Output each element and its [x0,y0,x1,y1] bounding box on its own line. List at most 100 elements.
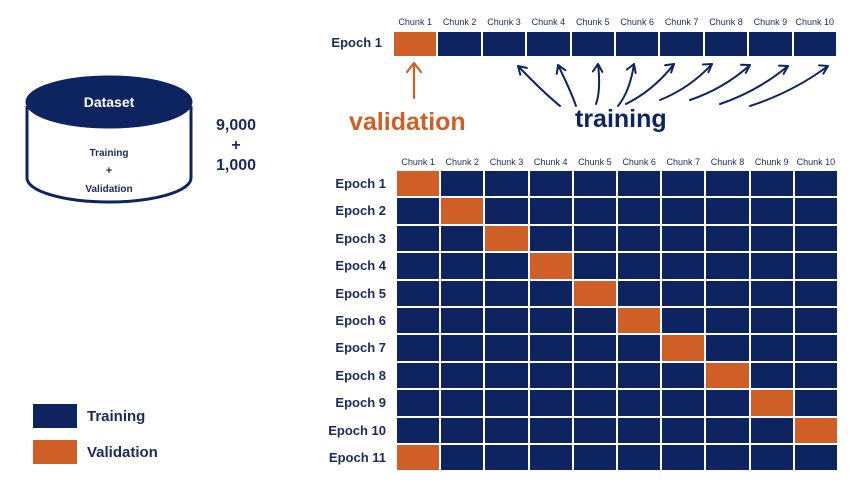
grid-training-cell [793,224,838,253]
dataset-plus: + [106,165,112,177]
legend-validation-label: Validation [87,444,158,461]
grid-training-cell [705,224,750,253]
grid-training-cell [793,170,838,198]
top-training-cell [659,31,704,57]
dataset-title: Dataset [84,94,135,110]
top-training-cell [748,31,793,57]
grid-validation-cell [661,334,706,362]
grid-training-cell [484,279,529,307]
grid-training-cell [793,389,838,417]
legend-training-label: Training [87,408,146,425]
grid-training-cell [749,252,794,280]
top-chunk-header: Chunk 9 [753,17,788,27]
training-arrow-shaft [557,64,577,107]
grid-epoch-label: Epoch 6 [335,313,386,328]
grid-validation-cell [572,279,617,307]
grid-training-cell [749,197,794,225]
arrows [405,61,829,107]
training-arrow-shaft [595,63,601,105]
grid-training-cell [396,197,441,225]
cylinder-top [25,75,193,129]
grid-training-cell [705,197,750,225]
grid-training-cell [705,170,750,198]
grid-validation-cell [705,361,750,390]
grid-training-cell [661,252,706,280]
validation-arrow-head [405,61,423,74]
training-arrow-shaft [749,65,829,107]
grid-epoch-label: Epoch 9 [335,395,386,411]
grid-training-cell [617,224,662,253]
grid-training-cell [528,444,573,472]
training-arrow-head [555,64,567,75]
grid-epoch-label: Epoch 2 [335,203,386,219]
top-chunk-header: Chunk 4 [531,17,566,27]
grid-training-cell [528,389,573,417]
grid-training-cell [572,224,617,253]
training-arrow-shaft [625,63,675,105]
grid-chunk-header: Chunk 5 [578,157,612,167]
grid-training-cell [484,307,529,335]
grid-training-cell [705,334,750,362]
grid-training-cell [572,334,617,362]
grid-training-cell [484,361,529,390]
grid-validation-cell [793,416,838,444]
grid-chunk-header: Chunk 3 [489,157,524,167]
grid-training-cell [793,444,838,472]
grid-training-cell [484,444,529,472]
top-chunk-header: Chunk 5 [576,17,610,27]
training-arrow-shaft [517,65,561,107]
grid-chunk-header: Chunk 1 [401,157,435,167]
grid-training-cell [396,279,441,307]
grid-training-cell [793,307,838,335]
training-arrow-shaft [617,63,635,107]
grid-training-cell [793,361,838,390]
grid-training-cell [705,279,750,307]
grid-training-cell [484,197,529,225]
grid-training-cell [661,224,706,253]
top-chunk-header: Chunk 10 [795,17,835,27]
validation-word: validation [349,108,466,136]
grid-training-cell [440,444,485,472]
grid-training-cell [572,444,617,472]
grid-training-cell [528,224,573,253]
grid-training-cell [572,307,617,335]
top-training-cell [481,31,527,57]
grid-training-cell [617,444,662,472]
top-chunk-header: Chunk 6 [620,17,654,27]
grid-training-cell [705,444,750,472]
dataset-validation-label: Validation [85,184,132,195]
grid-training-cell [617,197,662,225]
grid-chunk-header: Chunk 8 [710,157,745,167]
grid-training-cell [396,361,441,390]
grid-training-cell [661,170,706,198]
grid-training-cell [749,279,794,307]
grid-training-cell [440,389,485,417]
grid-training-cell [440,416,485,444]
grid-training-cell [617,389,662,417]
grid-validation-cell [484,224,529,253]
top-training-cell [526,31,571,57]
grid-training-cell [484,389,529,417]
grid-epoch-label: Epoch 1 [335,176,386,191]
top-training-cell [792,31,837,57]
grid-epoch-label: Epoch 7 [335,340,386,356]
validation-count: 1,000 [215,157,257,174]
grid-training-cell [396,389,441,417]
grid-training-cell [528,416,573,444]
grid-training-cell [440,307,485,335]
training-count: 9,000 [215,117,257,134]
grid-training-cell [749,416,794,444]
grid-validation-cell [396,170,441,198]
grid-chunk-header: Chunk 7 [666,157,701,167]
grid-training-cell [617,252,662,280]
grid-training-cell [440,170,485,198]
grid-training-cell [440,334,485,362]
grid-training-cell [440,361,485,390]
grid-training-cell [617,334,662,362]
grid-training-cell [396,416,441,444]
grid-training-cell [661,416,706,444]
grid-training-cell [705,416,750,444]
grid-training-cell [572,361,617,390]
cylinder-body [25,106,193,204]
grid-training-cell [661,307,706,335]
